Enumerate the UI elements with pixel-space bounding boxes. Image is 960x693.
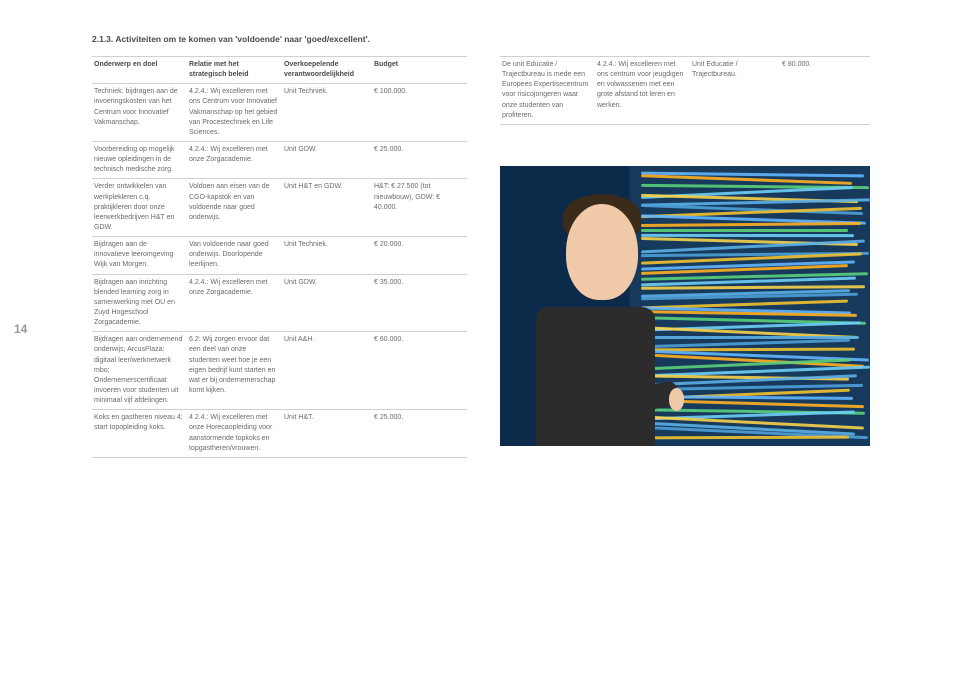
cell-responsibility: Unit Techniek. <box>282 84 372 142</box>
table-row: Bijdragen aan ondernemend onderwijs; Arc… <box>92 332 467 410</box>
cell-responsibility: Unit H&T. <box>282 410 372 458</box>
activities-table-continued: De unit Educatie / Trajectbureau is mede… <box>500 56 870 125</box>
cell-relation: 4.2.4.: Wij excelleren met onze Zorgacad… <box>187 141 282 178</box>
cell-relation: 6.2: Wij zorgen ervoor dat een deel van … <box>187 332 282 410</box>
table-row: Voorbereiding op mogelijk nieuwe opleidi… <box>92 141 467 178</box>
table-row: De unit Educatie / Trajectbureau is mede… <box>500 57 870 125</box>
cell-budget: € 25.000. <box>372 410 467 458</box>
cell-relation: 4.2.4.: Wij excelleren met ons centrum v… <box>595 57 690 125</box>
cell-responsibility: Unit A&H. <box>282 332 372 410</box>
cell-relation: Van voldoende naar goed onderwijs. Doorl… <box>187 237 282 274</box>
cell-budget: H&T: € 27.500 (tot nieuwbouw), GDW: € 40… <box>372 179 467 237</box>
cell-subject: Bijdragen aan inrichting blended learnin… <box>92 274 187 332</box>
cell-budget: € 80.000. <box>780 57 870 125</box>
col-header-relation: Relatie met het strategisch beleid <box>187 57 282 84</box>
table-row: Bijdragen aan inrichting blended learnin… <box>92 274 467 332</box>
cell-budget: € 100.000. <box>372 84 467 142</box>
col-header-responsibility: Overkoepelende verantwoordelijkheid <box>282 57 372 84</box>
cell-budget: € 60.000. <box>372 332 467 410</box>
cell-relation: Voldoen aan eisen van de CGO-kapstok en … <box>187 179 282 237</box>
cell-subject: Verder ontwikkelen van werkplekleren c.q… <box>92 179 187 237</box>
cell-subject: Techniek: bijdragen aan de invoeringskos… <box>92 84 187 142</box>
table-row: Verder ontwikkelen van werkplekleren c.q… <box>92 179 467 237</box>
col-header-subject: Onderwerp en doel <box>92 57 187 84</box>
section-title: 2.1.3. Activiteiten om te komen van 'vol… <box>92 34 370 44</box>
datacenter-photo <box>500 166 870 446</box>
page-number: 14 <box>14 322 27 336</box>
table-row: Techniek: bijdragen aan de invoeringskos… <box>92 84 467 142</box>
cell-relation: 4.2.4.: Wij excelleren met ons Centrum v… <box>187 84 282 142</box>
cell-subject: Koks en gastheren niveau 4; start topopl… <box>92 410 187 458</box>
table-header-row: Onderwerp en doel Relatie met het strate… <box>92 57 467 84</box>
table-row: Bijdragen aan de innovatieve leeromgevin… <box>92 237 467 274</box>
cell-relation: 4.2.4.: Wij excelleren met onze Zorgacad… <box>187 274 282 332</box>
cell-budget: € 35.000. <box>372 274 467 332</box>
activities-table: Onderwerp en doel Relatie met het strate… <box>92 56 467 458</box>
cell-subject: Bijdragen aan de innovatieve leeromgevin… <box>92 237 187 274</box>
cell-responsibility: Unit GDW. <box>282 274 372 332</box>
cell-relation: 4.2.4.: Wij excelleren met onze Horecaop… <box>187 410 282 458</box>
cell-budget: € 25.000. <box>372 141 467 178</box>
cell-budget: € 20.000. <box>372 237 467 274</box>
cell-subject: Voorbereiding op mogelijk nieuwe opleidi… <box>92 141 187 178</box>
table-row: Koks en gastheren niveau 4; start topopl… <box>92 410 467 458</box>
col-header-budget: Budget <box>372 57 467 84</box>
cell-responsibility: Unit H&T en GDW. <box>282 179 372 237</box>
cell-responsibility: Unit GDW. <box>282 141 372 178</box>
cell-responsibility: Unit Educatie / Trajectbureau. <box>690 57 780 125</box>
cell-subject: Bijdragen aan ondernemend onderwijs; Arc… <box>92 332 187 410</box>
cell-subject: De unit Educatie / Trajectbureau is mede… <box>500 57 595 125</box>
cell-responsibility: Unit Techniek. <box>282 237 372 274</box>
